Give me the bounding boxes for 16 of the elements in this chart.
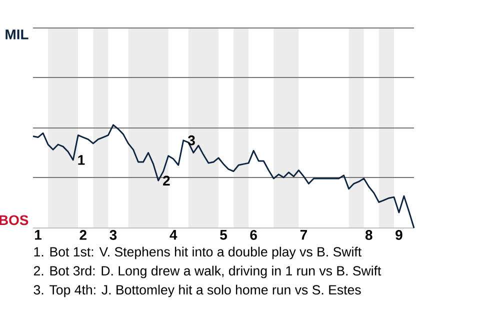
text: MIL [6, 30, 28, 40]
annotation: 3 [188, 135, 195, 146]
annotation: 1 [78, 155, 85, 165]
annotation: 2 [163, 176, 170, 186]
text: 3. Top 4th: J. Bottomley hit a solo home run vs S. Estes [34, 284, 361, 298]
x-tick-label: 4 [170, 230, 178, 240]
x-tick-label: 3 [110, 230, 117, 240]
x-tick-label: 9 [396, 230, 402, 240]
x-tick-label: 5 [220, 230, 227, 240]
x-tick-label: 1 [35, 230, 42, 240]
x-tick-label: 6 [250, 230, 257, 240]
x-tick-label: 7 [300, 230, 307, 240]
text: 1. Bot 1st: V. Stephens hit into a double play vs B. Swift [34, 246, 362, 260]
x-tick-label: 8 [365, 230, 372, 240]
text: 2. Bot 3rd: D. Long drew a walk, driving in 1 run vs B. Swift [34, 266, 382, 278]
x-tick-label: 2 [80, 230, 86, 240]
